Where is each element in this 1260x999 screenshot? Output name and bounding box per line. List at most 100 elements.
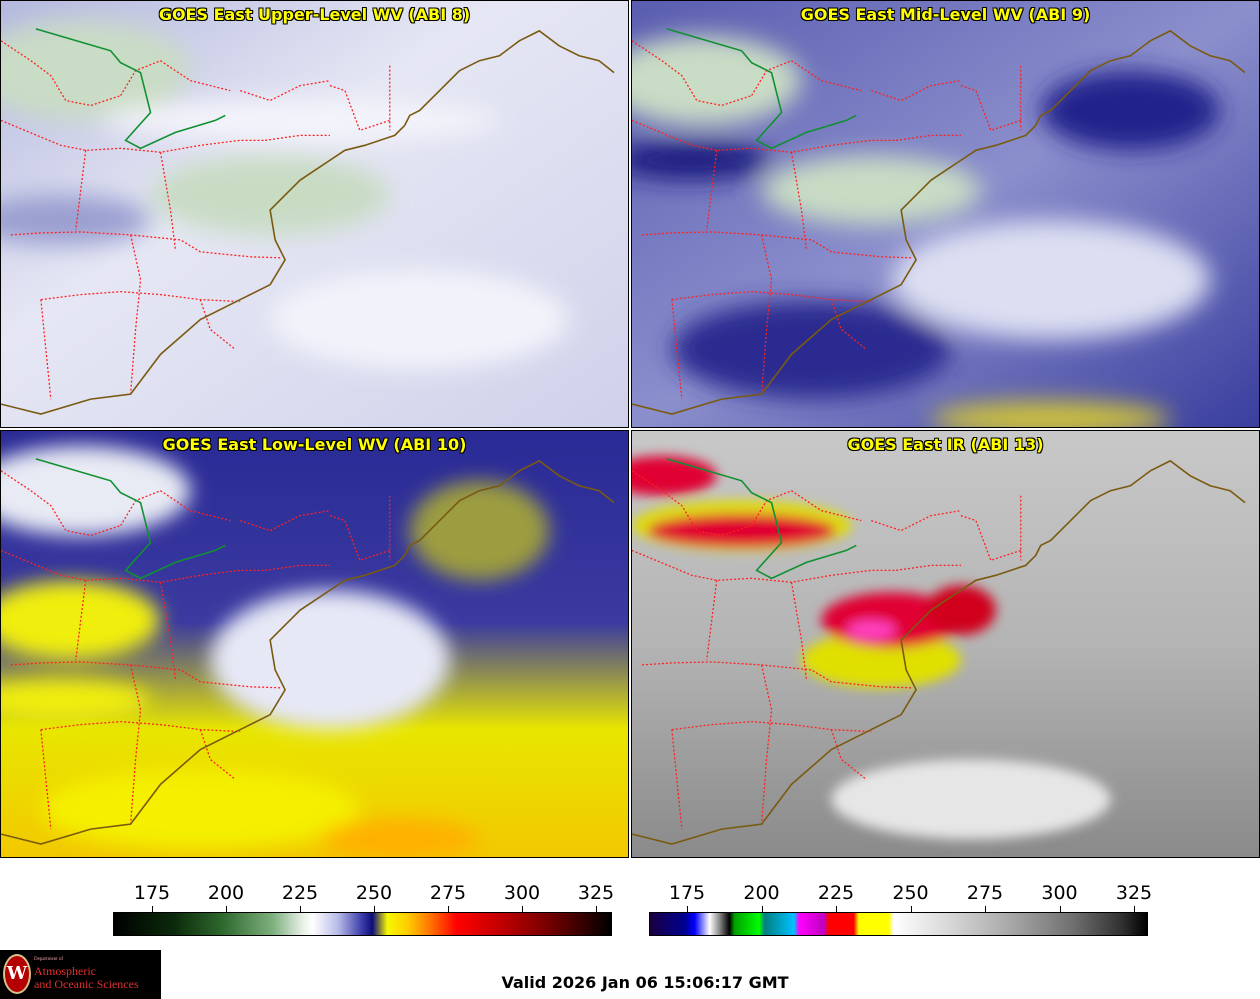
panel-upper-level-wv: GOES East Upper-Level WV (ABI 8) — [0, 0, 629, 428]
state-border — [129, 234, 142, 395]
mid-level-wv-image — [632, 1, 1259, 427]
state-border — [706, 150, 718, 231]
state-border — [159, 152, 177, 250]
state-border — [40, 290, 241, 303]
aos-logo: W Department of Atmospheric and Oceanic … — [0, 950, 161, 999]
state-border — [75, 150, 87, 231]
ir-colorbar-tick — [910, 906, 912, 912]
ir-colorbar-tick — [761, 906, 763, 912]
low-level-wv-image — [1, 431, 628, 857]
state-border — [871, 79, 962, 102]
state-border — [871, 509, 962, 532]
state-border — [706, 580, 718, 661]
logo-line1: Atmospheric — [34, 964, 96, 978]
wv-colorbar-tick — [448, 906, 449, 912]
wv-colorbar-tick — [152, 906, 153, 912]
wv-colorbar-tick-label: 275 — [429, 882, 467, 904]
state-border — [671, 729, 683, 830]
state-border — [120, 59, 231, 96]
state-border — [1, 119, 266, 153]
ir-image — [632, 431, 1259, 857]
state-border — [830, 299, 867, 350]
state-border — [10, 661, 281, 689]
state-border — [960, 514, 1021, 562]
wv-colorbar — [113, 912, 612, 936]
wv-colorbar-tick-label: 250 — [355, 882, 393, 904]
coastline — [632, 459, 1246, 845]
ir-colorbar-tick-label: 250 — [892, 882, 929, 904]
wv-colorbar-tick-label: 325 — [577, 882, 615, 904]
state-border — [751, 489, 862, 526]
state-border — [671, 290, 872, 303]
state-border — [671, 720, 872, 733]
state-border — [329, 84, 390, 132]
ir-colorbar-tick-label: 275 — [966, 882, 1004, 904]
state-border — [199, 729, 236, 780]
state-border — [40, 729, 52, 830]
panel-title: GOES East Mid-Level WV (ABI 9) — [800, 5, 1091, 24]
panel-title: GOES East IR (ABI 13) — [847, 435, 1044, 454]
state-border — [830, 729, 867, 780]
ir-colorbar-tick — [836, 906, 837, 912]
wv-colorbar-tick-label: 225 — [281, 882, 319, 904]
wv-colorbar-tick — [522, 906, 523, 912]
state-border — [960, 84, 1021, 132]
state-border — [790, 582, 808, 680]
state-border — [40, 720, 241, 733]
state-border — [1, 549, 266, 583]
state-border — [120, 489, 231, 526]
wv-colorbar-tick — [374, 906, 375, 912]
state-border — [159, 582, 177, 680]
panel-ir: GOES East IR (ABI 13) — [631, 430, 1260, 858]
state-border — [641, 231, 912, 259]
wv-colorbar-tick-label: 175 — [133, 882, 171, 904]
state-border — [760, 234, 773, 395]
ir-colorbar-tick — [985, 906, 986, 912]
state-border — [1, 470, 121, 537]
upper-level-wv-image — [1, 1, 628, 427]
wv-colorbar-tick-label: 200 — [207, 882, 245, 904]
canada-border — [35, 28, 226, 150]
canada-border — [666, 28, 857, 150]
logo-dept-text: Department of — [34, 957, 64, 962]
state-border — [671, 299, 683, 400]
state-border — [129, 664, 142, 825]
panel-title: GOES East Upper-Level WV (ABI 8) — [158, 5, 471, 24]
state-border — [790, 152, 808, 250]
state-border — [10, 231, 281, 259]
coastline — [1, 459, 615, 845]
wv-colorbar-tick — [596, 906, 597, 912]
uw-seal-icon: W — [3, 954, 31, 994]
state-border — [240, 79, 331, 102]
wv-colorbar-tick-label: 300 — [503, 882, 541, 904]
state-border — [75, 580, 87, 661]
logo-line2: and Oceanic Sciences — [34, 977, 139, 991]
state-border — [199, 299, 236, 350]
state-border — [632, 40, 752, 107]
state-border — [751, 59, 862, 96]
state-border — [40, 299, 52, 400]
panel-low-level-wv: GOES East Low-Level WV (ABI 10) — [0, 430, 629, 858]
state-border — [641, 661, 912, 689]
state-border — [240, 509, 331, 532]
ir-colorbar-tick-label: 325 — [1115, 882, 1153, 904]
canada-border — [35, 458, 226, 580]
state-border — [1, 40, 121, 107]
panel-mid-level-wv: GOES East Mid-Level WV (ABI 9) — [631, 0, 1260, 428]
canada-border — [666, 458, 857, 580]
wv-colorbar-tick — [300, 906, 301, 912]
wv-colorbar-tick — [226, 906, 227, 912]
ir-colorbar — [649, 912, 1148, 936]
ir-colorbar-tick-label: 175 — [668, 882, 706, 904]
ir-colorbar-tick-label: 200 — [743, 882, 780, 904]
ir-colorbar-tick-label: 300 — [1041, 882, 1078, 904]
state-border — [329, 514, 390, 562]
ir-colorbar-tick — [687, 906, 688, 912]
coastline — [632, 29, 1246, 415]
valid-time: Valid 2026 Jan 06 15:06:17 GMT — [501, 973, 789, 992]
ir-colorbar-tick — [1134, 906, 1135, 912]
state-border — [632, 470, 752, 537]
state-border — [760, 664, 773, 825]
ir-colorbar-tick-label: 225 — [817, 882, 855, 904]
ir-colorbar-tick — [1059, 906, 1061, 912]
